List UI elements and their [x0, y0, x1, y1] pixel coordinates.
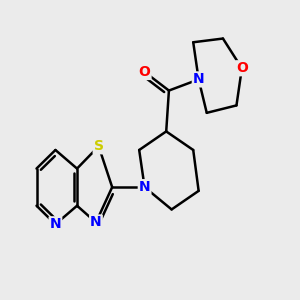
- Text: N: N: [193, 72, 204, 86]
- Text: N: N: [50, 217, 61, 231]
- Text: N: N: [139, 180, 150, 194]
- Text: O: O: [236, 61, 248, 75]
- Text: O: O: [139, 65, 151, 79]
- Text: N: N: [90, 215, 102, 230]
- Text: S: S: [94, 139, 104, 153]
